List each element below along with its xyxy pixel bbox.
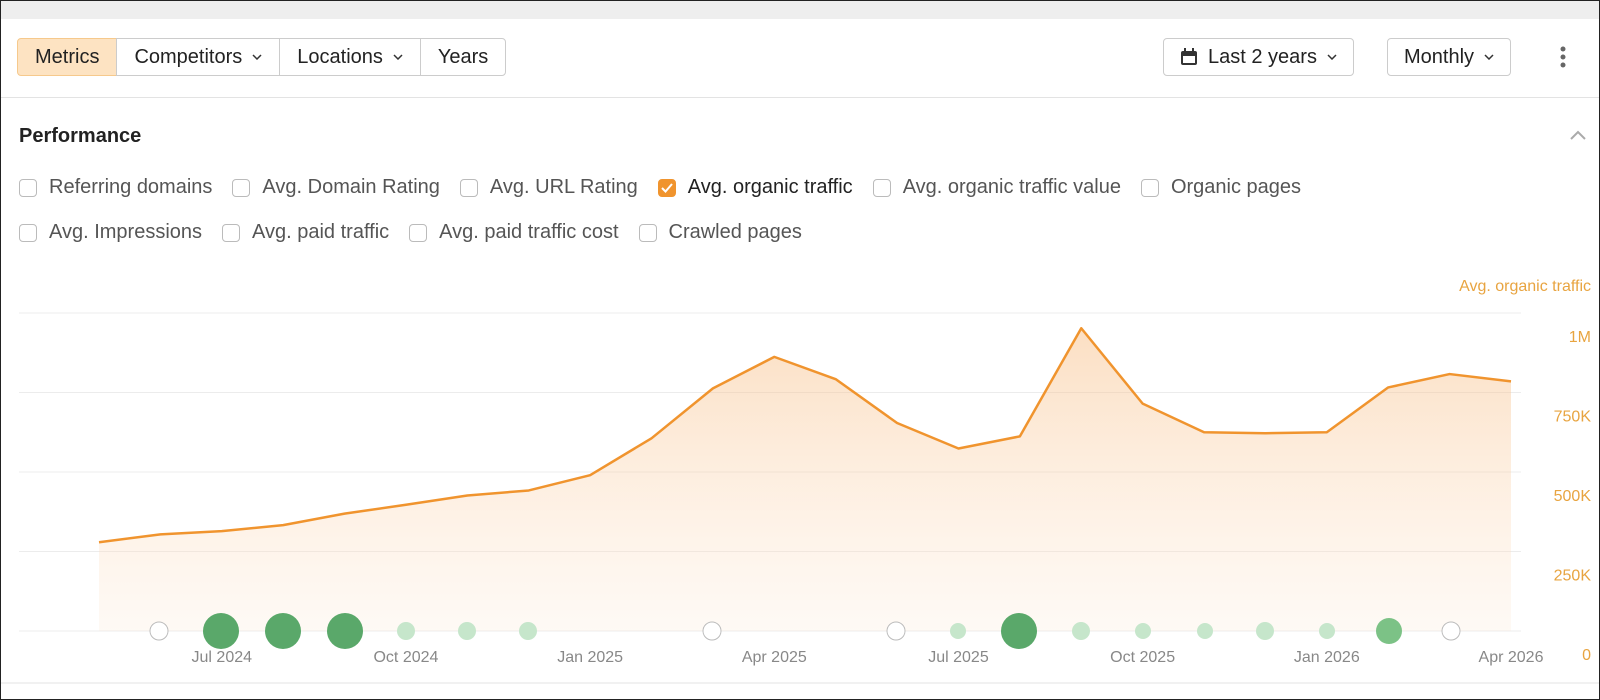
metric-label: Crawled pages — [668, 221, 802, 243]
x-tick-label: Jan 2026 — [1294, 649, 1360, 666]
metric-label: Avg. URL Rating — [489, 176, 638, 198]
metric-option[interactable]: Organic pages — [1140, 176, 1302, 199]
checkbox[interactable] — [657, 178, 676, 197]
checkbox[interactable] — [19, 223, 37, 242]
checkbox[interactable] — [459, 178, 478, 197]
y-tick-label: 750K — [1554, 409, 1592, 426]
metric-option[interactable]: Crawled pages — [638, 221, 802, 244]
chevron — [252, 54, 262, 60]
separator — [1, 97, 1599, 98]
section-title: Performance — [19, 125, 142, 147]
checkbox[interactable] — [222, 223, 241, 242]
y-tick-label: 250K — [1554, 568, 1592, 585]
metric-row: Avg. Impressions Avg. paid traffic Avg. pa… — [19, 221, 802, 244]
x-tick-label: Oct 2025 — [1110, 649, 1175, 666]
metric-option[interactable]: Avg. organic traffic value — [872, 176, 1121, 199]
x-tick-label: Jul 2025 — [928, 649, 989, 666]
calendar-icon — [1181, 48, 1197, 65]
chevron — [1484, 54, 1494, 60]
x-tick-label: Apr 2025 — [742, 649, 807, 666]
metric-label: Referring domains — [49, 176, 213, 198]
tab-label: Years — [437, 45, 489, 68]
top-strip — [1, 1, 1599, 19]
metric-option[interactable]: Avg. paid traffic cost — [409, 221, 619, 244]
metric-option[interactable]: Avg. URL Rating — [459, 176, 638, 199]
metric-label: Avg. organic traffic — [687, 176, 853, 198]
collapse-icon[interactable] — [1569, 129, 1587, 141]
metric-label: Avg. organic traffic value — [902, 176, 1121, 198]
x-tick-label: Apr 2026 — [1479, 649, 1544, 666]
metric-label: Avg. paid traffic cost — [439, 221, 619, 243]
chevron — [393, 54, 403, 60]
tab[interactable]: Years — [419, 38, 507, 76]
check — [661, 182, 673, 193]
tab-label: Competitors — [134, 45, 243, 68]
interval-button[interactable]: Monthly — [1387, 38, 1512, 76]
checkbox[interactable] — [232, 178, 251, 197]
y-tick-label: 500K — [1554, 488, 1592, 505]
tab-label: Locations — [297, 45, 383, 68]
date-range-button[interactable]: Last 2 years — [1163, 38, 1354, 76]
metric-label: Avg. Domain Rating — [262, 176, 440, 198]
checkbox[interactable] — [872, 178, 891, 197]
x-tick-label: Oct 2024 — [373, 649, 438, 666]
event-markers — [149, 613, 1461, 649]
tab-label: Metrics — [35, 45, 100, 68]
x-tick-label: Jan 2025 — [557, 649, 623, 666]
date-range: Last 2 years — [1208, 45, 1317, 68]
metric-option[interactable]: Avg. Domain Rating — [232, 176, 440, 199]
metric-option[interactable]: Referring domains — [19, 176, 212, 199]
area — [99, 328, 1511, 631]
line — [98, 327, 1512, 544]
checkbox[interactable] — [638, 223, 657, 242]
metric-option[interactable]: Avg. paid traffic — [222, 221, 389, 244]
interval: Monthly — [1404, 45, 1475, 68]
y-tick-label: 1M — [1569, 329, 1591, 346]
more-menu[interactable] — [1559, 45, 1567, 69]
y-tick-label: 0 — [1582, 647, 1591, 664]
checkbox[interactable] — [19, 178, 37, 197]
checkbox[interactable] — [1140, 178, 1159, 197]
chevron — [1327, 54, 1337, 60]
x-tick-label: Jul 2024 — [192, 649, 253, 666]
tab-group: Metrics Competitors Locations Years — [17, 38, 507, 76]
metric-option[interactable]: Avg. Impressions — [19, 221, 202, 244]
metric-label: Organic pages — [1170, 176, 1302, 198]
metric-row: Referring domains Avg. Domain Rating Avg. … — [19, 176, 1301, 199]
tab[interactable]: Locations — [279, 38, 421, 76]
metric-label: Avg. paid traffic — [252, 221, 390, 243]
y-axis-title: Avg. organic traffic — [1459, 278, 1591, 295]
metric-option[interactable]: Avg. organic traffic — [657, 176, 853, 199]
metric-label: Avg. Impressions — [49, 221, 203, 243]
checkbox[interactable] — [409, 223, 428, 242]
